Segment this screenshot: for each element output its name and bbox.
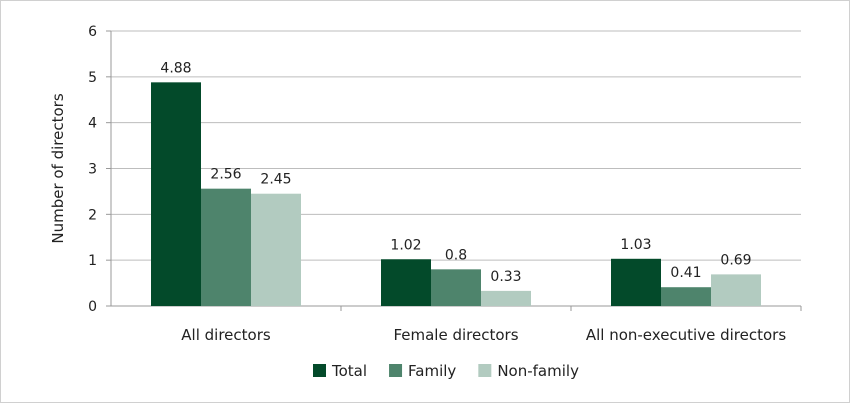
y-tick-label: 0 <box>88 299 97 315</box>
data-label: 0.33 <box>490 269 521 285</box>
x-tick-label: All directors <box>181 326 271 344</box>
bar-non-family <box>481 290 531 306</box>
x-tick-label: Female directors <box>393 326 518 344</box>
legend-label: Non-family <box>497 362 579 380</box>
legend-swatch-non-family <box>478 364 492 377</box>
y-tick-label: 2 <box>88 207 97 223</box>
bar-total <box>611 258 661 306</box>
bar-family <box>431 269 481 306</box>
legend-label: Total <box>331 362 367 380</box>
data-label: 4.88 <box>160 60 191 76</box>
data-label: 1.03 <box>620 237 651 253</box>
x-tick-label: All non-executive directors <box>586 326 786 344</box>
legend-swatch-family <box>389 364 403 377</box>
bar-total <box>381 259 431 306</box>
bar-family <box>661 287 711 306</box>
bar-family <box>201 188 251 306</box>
legend-label: Family <box>408 362 456 380</box>
y-tick-label: 3 <box>88 162 97 178</box>
data-label: 1.02 <box>390 237 421 253</box>
data-label: 2.56 <box>210 167 241 183</box>
data-label: 0.41 <box>670 265 701 281</box>
data-label: 2.45 <box>260 172 291 188</box>
bar-total <box>151 82 201 306</box>
y-tick-label: 5 <box>88 70 97 86</box>
data-label: 0.69 <box>720 252 751 268</box>
bar-non-family <box>711 274 761 306</box>
y-tick-label: 1 <box>88 253 97 269</box>
data-label: 0.8 <box>445 247 467 263</box>
y-tick-label: 4 <box>88 116 97 132</box>
bar-non-family <box>251 193 301 306</box>
legend-swatch-total <box>313 364 326 377</box>
y-tick-label: 6 <box>88 24 97 40</box>
y-axis-label: Number of directors <box>49 93 67 243</box>
